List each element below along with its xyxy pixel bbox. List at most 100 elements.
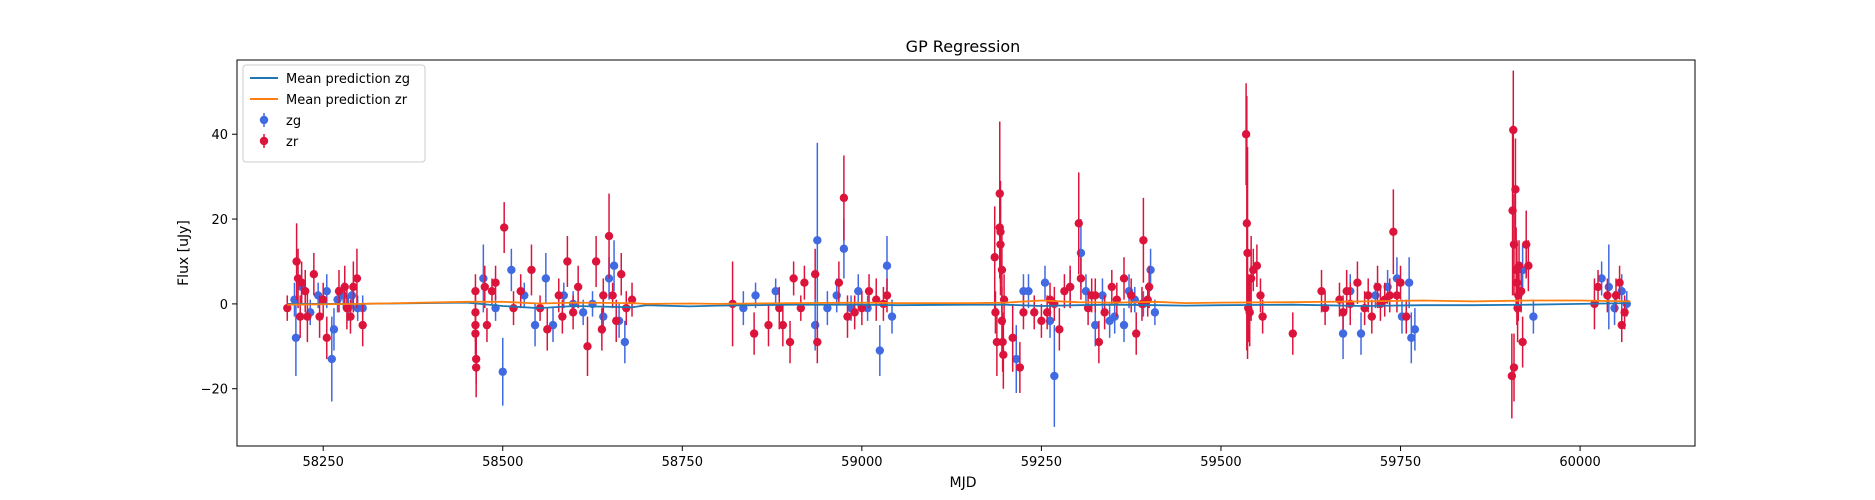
data-point <box>541 274 551 283</box>
data-point <box>839 244 849 253</box>
data-point <box>346 312 355 321</box>
data-point <box>1045 316 1055 326</box>
y-axis: −20 0 20 40 <box>201 128 237 398</box>
data-point <box>850 308 859 317</box>
data-point <box>1603 291 1612 300</box>
data-point <box>1407 333 1416 343</box>
legend-box <box>242 64 426 163</box>
data-point <box>991 308 1000 317</box>
data-point <box>879 299 888 309</box>
data-point <box>1410 325 1420 334</box>
data-point <box>1091 320 1100 330</box>
data-point <box>1083 303 1093 313</box>
data-point <box>875 346 885 355</box>
data-point <box>471 286 480 296</box>
data-point <box>471 329 480 338</box>
data-point <box>583 342 592 351</box>
data-point <box>857 303 867 313</box>
data-point <box>609 261 619 270</box>
data-point <box>785 337 795 347</box>
y-tick-label: 40 <box>211 128 228 143</box>
legend-marker-swatch <box>259 136 269 146</box>
data-point <box>1516 286 1526 296</box>
data-point <box>1373 282 1382 292</box>
x-tick-label: 59500 <box>1200 455 1241 470</box>
data-point <box>992 337 1002 347</box>
data-point <box>1611 291 1621 300</box>
data-point <box>543 325 552 334</box>
data-point <box>771 286 780 296</box>
plot-area <box>283 70 1631 427</box>
legend-item: zr <box>259 134 299 150</box>
data-point <box>554 291 563 300</box>
data-point <box>764 320 773 330</box>
data-point <box>1055 325 1064 334</box>
data-point <box>1065 282 1075 292</box>
data-point <box>1060 286 1069 296</box>
legend-marker-swatch <box>259 115 269 125</box>
data-point <box>507 265 516 275</box>
data-point <box>882 291 892 300</box>
data-point <box>1119 320 1129 330</box>
data-point <box>334 286 344 296</box>
data-point <box>597 325 607 334</box>
legend-label: zg <box>286 114 301 129</box>
data-point <box>1094 337 1104 347</box>
data-point <box>487 286 497 296</box>
data-point <box>1620 308 1629 317</box>
data-point <box>832 291 841 300</box>
data-point <box>347 291 357 300</box>
data-point <box>1139 236 1148 245</box>
data-point <box>309 270 319 279</box>
data-point <box>1042 308 1052 317</box>
data-point <box>864 286 874 296</box>
x-axis-label: MJD <box>950 475 977 491</box>
data-point <box>997 265 1007 275</box>
x-tick-label: 58500 <box>482 455 523 470</box>
data-point <box>322 333 331 343</box>
data-point <box>1110 312 1119 321</box>
data-point <box>1132 329 1141 338</box>
data-point <box>839 193 849 203</box>
data-point <box>349 282 358 292</box>
data-point <box>1076 274 1086 283</box>
data-point <box>1404 278 1414 287</box>
x-tick-label: 59250 <box>1021 455 1062 470</box>
legend-item: zg <box>259 113 301 129</box>
data-point <box>1126 291 1136 300</box>
y-tick-label: −20 <box>201 383 228 398</box>
data-point <box>872 295 881 304</box>
data-point <box>823 303 832 313</box>
data-point <box>1514 261 1524 270</box>
data-point <box>620 337 630 347</box>
data-point <box>1245 308 1254 317</box>
data-point <box>608 291 617 300</box>
data-point <box>612 316 621 326</box>
data-point <box>530 320 540 330</box>
data-point <box>1529 312 1538 321</box>
data-point <box>1597 274 1606 283</box>
data-point <box>1030 308 1039 317</box>
legend-item: Mean prediction zr <box>250 93 408 108</box>
data-point <box>843 312 852 321</box>
data-point <box>1100 308 1109 317</box>
data-point <box>318 295 328 304</box>
data-point <box>996 240 1005 249</box>
data-point <box>1522 240 1531 249</box>
data-point <box>813 337 822 347</box>
data-point <box>1146 265 1155 275</box>
data-point <box>1356 329 1366 338</box>
data-point <box>1150 308 1160 317</box>
data-point <box>498 367 507 376</box>
data-point <box>352 274 362 283</box>
data-point <box>491 278 500 287</box>
legend-label: zr <box>286 135 299 150</box>
data-point <box>854 286 863 296</box>
data-point <box>1256 291 1265 300</box>
data-point <box>1040 278 1050 287</box>
data-point <box>1288 329 1297 338</box>
data-point <box>1392 291 1402 300</box>
data-point <box>480 282 489 292</box>
data-point <box>1509 363 1519 372</box>
data-point <box>563 257 572 266</box>
